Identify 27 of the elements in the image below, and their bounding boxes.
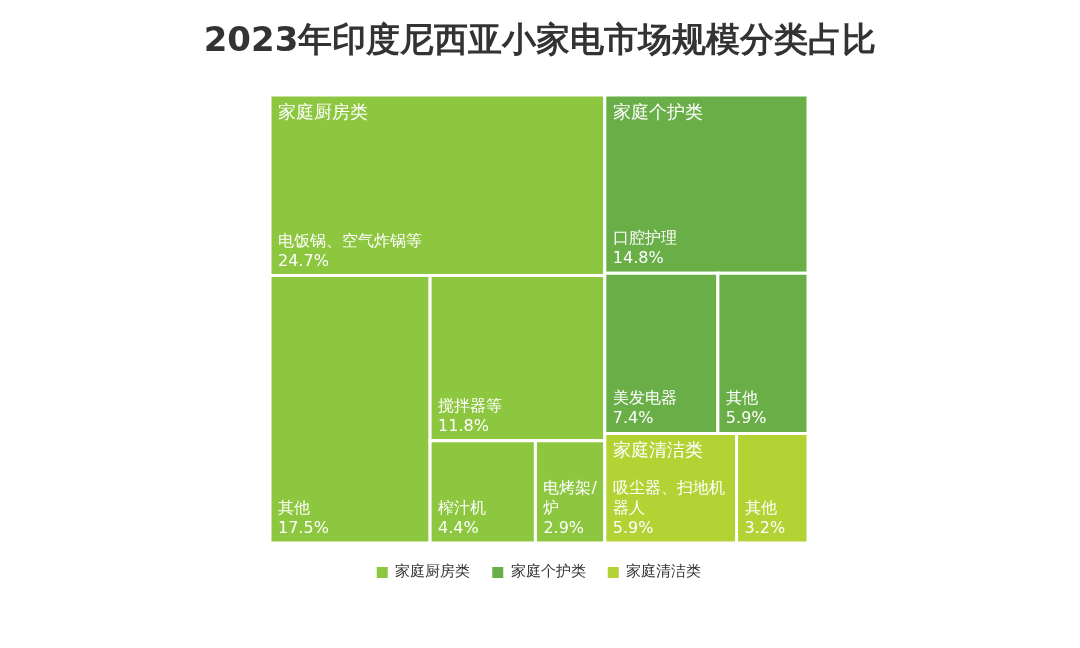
category-label: 其他 <box>278 498 310 517</box>
data-label: 14.8% <box>612 248 664 268</box>
legend-label: 家庭清洁类 <box>626 562 702 581</box>
data-label: 24.7% <box>278 250 329 270</box>
category-label: 搅拌器等 <box>438 395 503 415</box>
category-label: 美发电器 <box>612 388 677 408</box>
text: 家庭清洁类 <box>612 439 703 461</box>
data-label: 5.9% <box>725 408 767 428</box>
category-label: 吸尘器、扫地机器人 <box>612 478 725 517</box>
category-label: 其他 <box>744 498 777 517</box>
text: 家庭厨房类 <box>278 100 368 122</box>
data-label: 2.9% <box>543 518 585 537</box>
legend-label: 家庭个护类 <box>510 562 586 581</box>
category-label: 口腔护理 <box>612 228 677 248</box>
data-label: 5.9% <box>612 518 654 537</box>
legend-label: 家庭厨房类 <box>395 562 471 581</box>
category-label: 电饭锅、空气炸锅等 <box>278 230 422 250</box>
category-label: 其他 <box>725 388 758 408</box>
data-label: 17.5% <box>278 518 329 537</box>
data-label: 11.8% <box>438 415 489 435</box>
category-label: 电烤架/炉 <box>543 478 598 517</box>
data-label: 7.4% <box>612 408 654 428</box>
data-label: 3.2% <box>744 518 786 537</box>
category-label: 榨汁机 <box>438 498 487 517</box>
text: 2023年印度尼西亚小家电市场规模分类占比 <box>202 18 878 61</box>
text: 家庭个护类 <box>612 100 703 122</box>
data-label: 4.4% <box>438 518 479 537</box>
